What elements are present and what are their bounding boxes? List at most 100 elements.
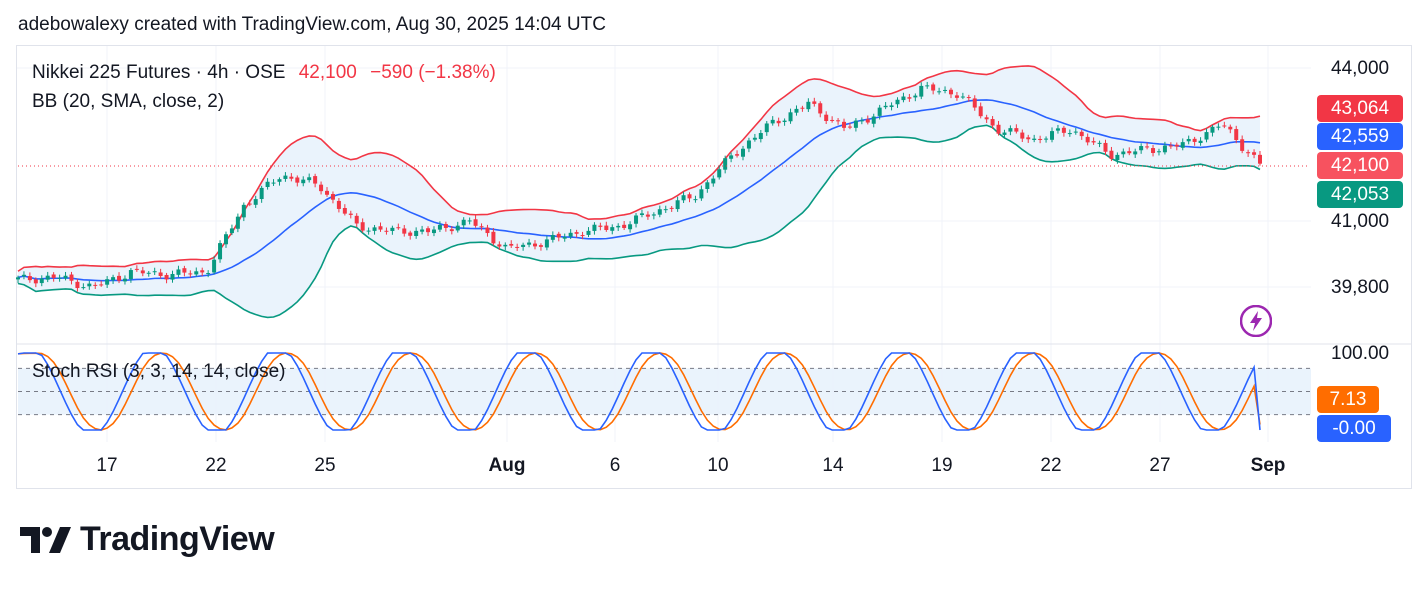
price-axis-label-39800: 39,800 bbox=[1331, 277, 1390, 298]
candle-body bbox=[735, 154, 740, 156]
price-tag-bb-upper: 43,064 bbox=[1317, 95, 1403, 122]
candle-body bbox=[1014, 128, 1019, 132]
candle-body bbox=[824, 114, 829, 121]
candle-body bbox=[241, 204, 246, 218]
candle-body bbox=[384, 230, 389, 232]
osc-tag-d: 7.13 bbox=[1317, 386, 1379, 413]
candle-body bbox=[229, 228, 234, 234]
candle-body bbox=[372, 227, 377, 231]
candle-body bbox=[527, 242, 532, 245]
candle-body bbox=[1121, 151, 1126, 155]
candle-body bbox=[806, 101, 811, 110]
chart-caption: adebowalexy created with TradingView.com… bbox=[18, 14, 606, 35]
candle-body bbox=[1145, 146, 1150, 148]
date-label: 25 bbox=[314, 455, 336, 476]
candle-body bbox=[39, 278, 44, 284]
candle-body bbox=[758, 133, 763, 140]
candle-body bbox=[319, 184, 324, 192]
candle-body bbox=[402, 228, 407, 234]
candle-body bbox=[687, 194, 692, 199]
candle-body bbox=[117, 275, 122, 281]
candle-body bbox=[1174, 144, 1179, 147]
candle-body bbox=[1061, 127, 1066, 133]
candle-body bbox=[1246, 152, 1251, 154]
candle-body bbox=[1008, 128, 1013, 132]
candle-body bbox=[1240, 139, 1245, 151]
candle-body bbox=[639, 213, 644, 215]
candle-body bbox=[871, 116, 876, 124]
tv-logo-icon bbox=[20, 526, 71, 553]
candle-body bbox=[140, 270, 145, 274]
legend-last-price: 42,100 bbox=[298, 62, 357, 83]
candle-body bbox=[717, 169, 722, 178]
candle-body bbox=[598, 225, 603, 227]
candle-body bbox=[776, 120, 781, 124]
candle-body bbox=[663, 209, 668, 211]
candle-body bbox=[556, 233, 561, 238]
candle-body bbox=[111, 277, 116, 281]
candle-body bbox=[57, 277, 62, 279]
candle-body bbox=[943, 89, 948, 91]
candle-body bbox=[954, 95, 959, 98]
candle-body bbox=[990, 119, 995, 126]
candle-body bbox=[265, 181, 270, 188]
candle-body bbox=[1038, 138, 1043, 140]
candle-body bbox=[574, 232, 579, 234]
candle-body bbox=[51, 274, 56, 278]
candle-body bbox=[1228, 126, 1233, 130]
candle-body bbox=[212, 259, 217, 273]
candle-body bbox=[426, 228, 431, 233]
candlesticks bbox=[16, 81, 1262, 292]
candle-body bbox=[158, 272, 163, 277]
price-tag-bb-lower: 42,053 bbox=[1317, 181, 1403, 208]
candle-body bbox=[87, 283, 92, 287]
tradingview-logo: TradingView bbox=[20, 520, 275, 559]
candle-body bbox=[1026, 137, 1031, 140]
candle-body bbox=[390, 227, 395, 231]
candle-body bbox=[182, 268, 187, 273]
candle-body bbox=[729, 155, 734, 159]
candle-body bbox=[170, 273, 175, 280]
candle-body bbox=[1115, 154, 1120, 161]
candle-body bbox=[408, 232, 413, 236]
candle-body bbox=[1020, 132, 1025, 139]
candle-body bbox=[836, 120, 841, 122]
candle-body bbox=[752, 137, 757, 140]
candle-body bbox=[348, 213, 353, 215]
lightning-icon[interactable] bbox=[1240, 305, 1272, 337]
candle-body bbox=[693, 199, 698, 201]
candle-body bbox=[93, 284, 98, 286]
legend-symbol: Nikkei 225 Futures · 4h · OSE bbox=[32, 62, 286, 83]
date-label: 14 bbox=[822, 455, 844, 476]
candle-body bbox=[1156, 151, 1161, 153]
candle-body bbox=[925, 85, 930, 87]
candle-body bbox=[378, 226, 383, 230]
price-axis-label-44000: 44,000 bbox=[1331, 58, 1390, 79]
candle-body bbox=[675, 200, 680, 210]
candle-body bbox=[122, 278, 127, 282]
candle-body bbox=[972, 98, 977, 108]
candle-body bbox=[491, 231, 496, 244]
candle-body bbox=[200, 270, 205, 273]
legend-symbol-row: Nikkei 225 Futures · 4h · OSE 42,100 −59… bbox=[32, 62, 496, 84]
candle-body bbox=[1151, 148, 1156, 153]
candle-body bbox=[1044, 138, 1049, 140]
candle-body bbox=[538, 245, 543, 247]
date-label: 19 bbox=[931, 455, 953, 476]
candle-body bbox=[1234, 129, 1239, 140]
candle-body bbox=[580, 235, 585, 237]
candle-body bbox=[812, 101, 817, 104]
osc-axis-label-100: 100.00 bbox=[1331, 343, 1390, 364]
candle-body bbox=[461, 219, 466, 226]
candle-body bbox=[913, 95, 918, 98]
candle-body bbox=[544, 239, 549, 248]
candle-body bbox=[984, 117, 989, 120]
candle-body bbox=[645, 214, 650, 217]
logo-text: TradingView bbox=[80, 520, 275, 558]
candle-body bbox=[414, 230, 419, 236]
candle-body bbox=[1079, 131, 1084, 137]
date-label: 10 bbox=[707, 455, 729, 476]
candle-body bbox=[800, 107, 805, 109]
candle-body bbox=[289, 176, 294, 179]
